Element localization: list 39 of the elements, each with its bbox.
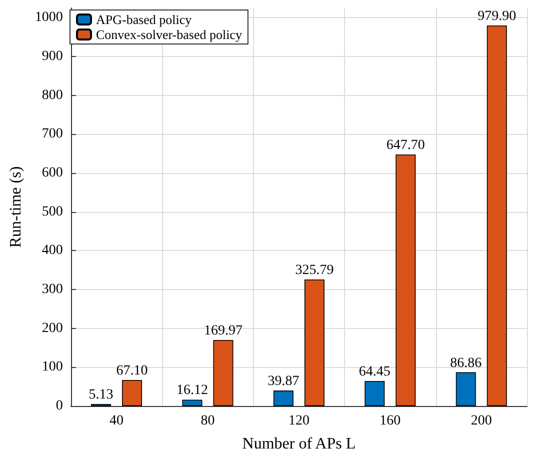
- y-tick-label: 700: [42, 126, 63, 142]
- y-tick-label: 500: [42, 204, 63, 220]
- y-tick-label: 1000: [34, 10, 63, 26]
- x-tick-label: 80: [200, 414, 215, 428]
- y-tick-label: 0: [56, 398, 63, 414]
- data-label: 647.70: [386, 138, 425, 154]
- y-tick-label: 300: [42, 282, 63, 298]
- y-tick-label: 400: [42, 243, 63, 258]
- bar: [486, 26, 507, 406]
- data-label: 39.87: [268, 374, 300, 390]
- data-label: 169.97: [204, 324, 242, 338]
- y-tick-label: 600: [42, 166, 63, 181]
- legend-label: Convex-solver-based policy: [96, 27, 242, 42]
- legend-label: APG-based policy: [96, 12, 192, 27]
- bar: [396, 154, 416, 406]
- bar: [182, 400, 202, 406]
- x-axis-title: Number of APs L: [242, 436, 356, 452]
- x-tick-label: 160: [380, 414, 401, 428]
- bar: [456, 372, 476, 406]
- bar: [122, 380, 142, 406]
- x-tick-label: 200: [470, 414, 492, 428]
- bar: [213, 340, 234, 406]
- data-label: 67.10: [116, 363, 148, 378]
- y-tick-label: 200: [42, 320, 63, 336]
- data-label: 86.86: [450, 356, 482, 371]
- y-tick-label: 900: [42, 49, 63, 64]
- bar: [364, 380, 385, 406]
- data-label: 325.79: [295, 263, 334, 278]
- data-label: 979.90: [478, 9, 516, 24]
- y-tick-label: 800: [42, 88, 63, 103]
- bar: [304, 280, 324, 406]
- data-label: 16.12: [176, 383, 208, 398]
- x-tick-label: 120: [288, 414, 310, 428]
- data-label: 64.45: [358, 364, 390, 380]
- y-axis-title: Run-time (s): [8, 166, 24, 248]
- y-tick-label: 100: [42, 360, 63, 375]
- bar: [273, 390, 294, 406]
- x-tick-label: 40: [110, 414, 124, 428]
- data-label: 5.13: [88, 388, 114, 403]
